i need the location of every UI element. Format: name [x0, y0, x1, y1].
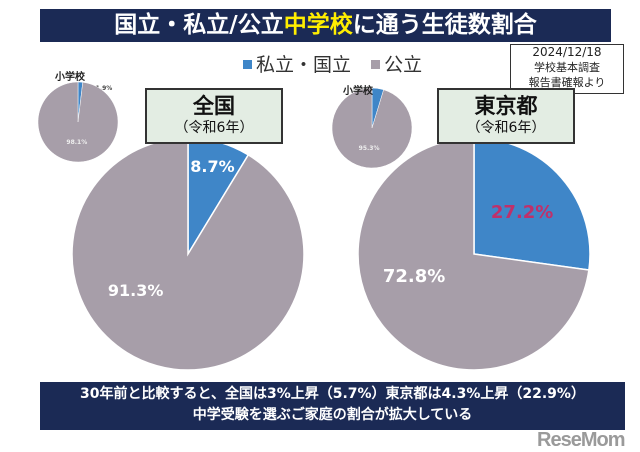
note-line1: 30年前と比較すると、全国は3%上昇（5.7%）東京都は4.3%上昇（22.9%…: [80, 386, 585, 402]
national-elementary-slice-public: [37, 81, 119, 163]
national-elementary-label-private: 1.9%: [96, 85, 113, 92]
title-part2: に通う生徒数割合: [352, 12, 537, 38]
national-label-public: 91.3%: [108, 281, 164, 300]
source-date: 2024/12/18: [532, 45, 602, 59]
national-subtitle: （令和6年）: [174, 120, 254, 136]
page-title: 国立・私立/公立中学校に通う生徒数割合: [40, 9, 611, 42]
tokyo-label-private: 27.2%: [491, 202, 553, 223]
resemom-logo: ReseMom: [537, 429, 625, 451]
tokyo-elementary-slice-public: [331, 87, 413, 169]
tokyo-subtitle: （令和6年）: [466, 120, 546, 136]
legend-swatch-public: [371, 60, 381, 69]
title-highlight: 中学校: [283, 12, 353, 38]
legend-swatch-private: [243, 60, 252, 69]
tokyo-title: 東京都: [474, 94, 538, 118]
source-line1: 学校基本調査: [534, 61, 600, 74]
source-line2: 報告書確報より: [528, 76, 606, 89]
national-elementary-title: 小学校: [55, 72, 85, 83]
national-slice-public: [71, 137, 305, 371]
tokyo-elementary-title: 小学校: [343, 86, 373, 97]
note-line2: 中学受験を選ぶご家庭の割合が拡大している: [192, 407, 473, 423]
note-banner: 30年前と比較すると、全国は3%上昇（5.7%）東京都は4.3%上昇（22.9%…: [40, 382, 625, 430]
national-elementary-label-public: 98.1%: [66, 139, 87, 146]
national-title-box: 全国 （令和6年）: [145, 88, 283, 144]
national-label-private: 8.7%: [190, 157, 234, 176]
tokyo-slice-public: [357, 137, 590, 371]
source-box: 2024/12/18 学校基本調査 報告書確報より: [510, 44, 624, 94]
national-title: 全国: [193, 94, 235, 118]
title-part1: 国立・私立/公立: [114, 12, 284, 38]
legend-public: 公立: [384, 54, 423, 76]
tokyo-elementary-label-public: 95.3%: [359, 145, 380, 152]
legend: 私立・国立 公立: [235, 50, 422, 77]
tokyo-title-box: 東京都 （令和6年）: [437, 88, 575, 144]
legend-private: 私立・国立: [256, 54, 352, 76]
tokyo-label-public: 72.8%: [383, 266, 445, 287]
